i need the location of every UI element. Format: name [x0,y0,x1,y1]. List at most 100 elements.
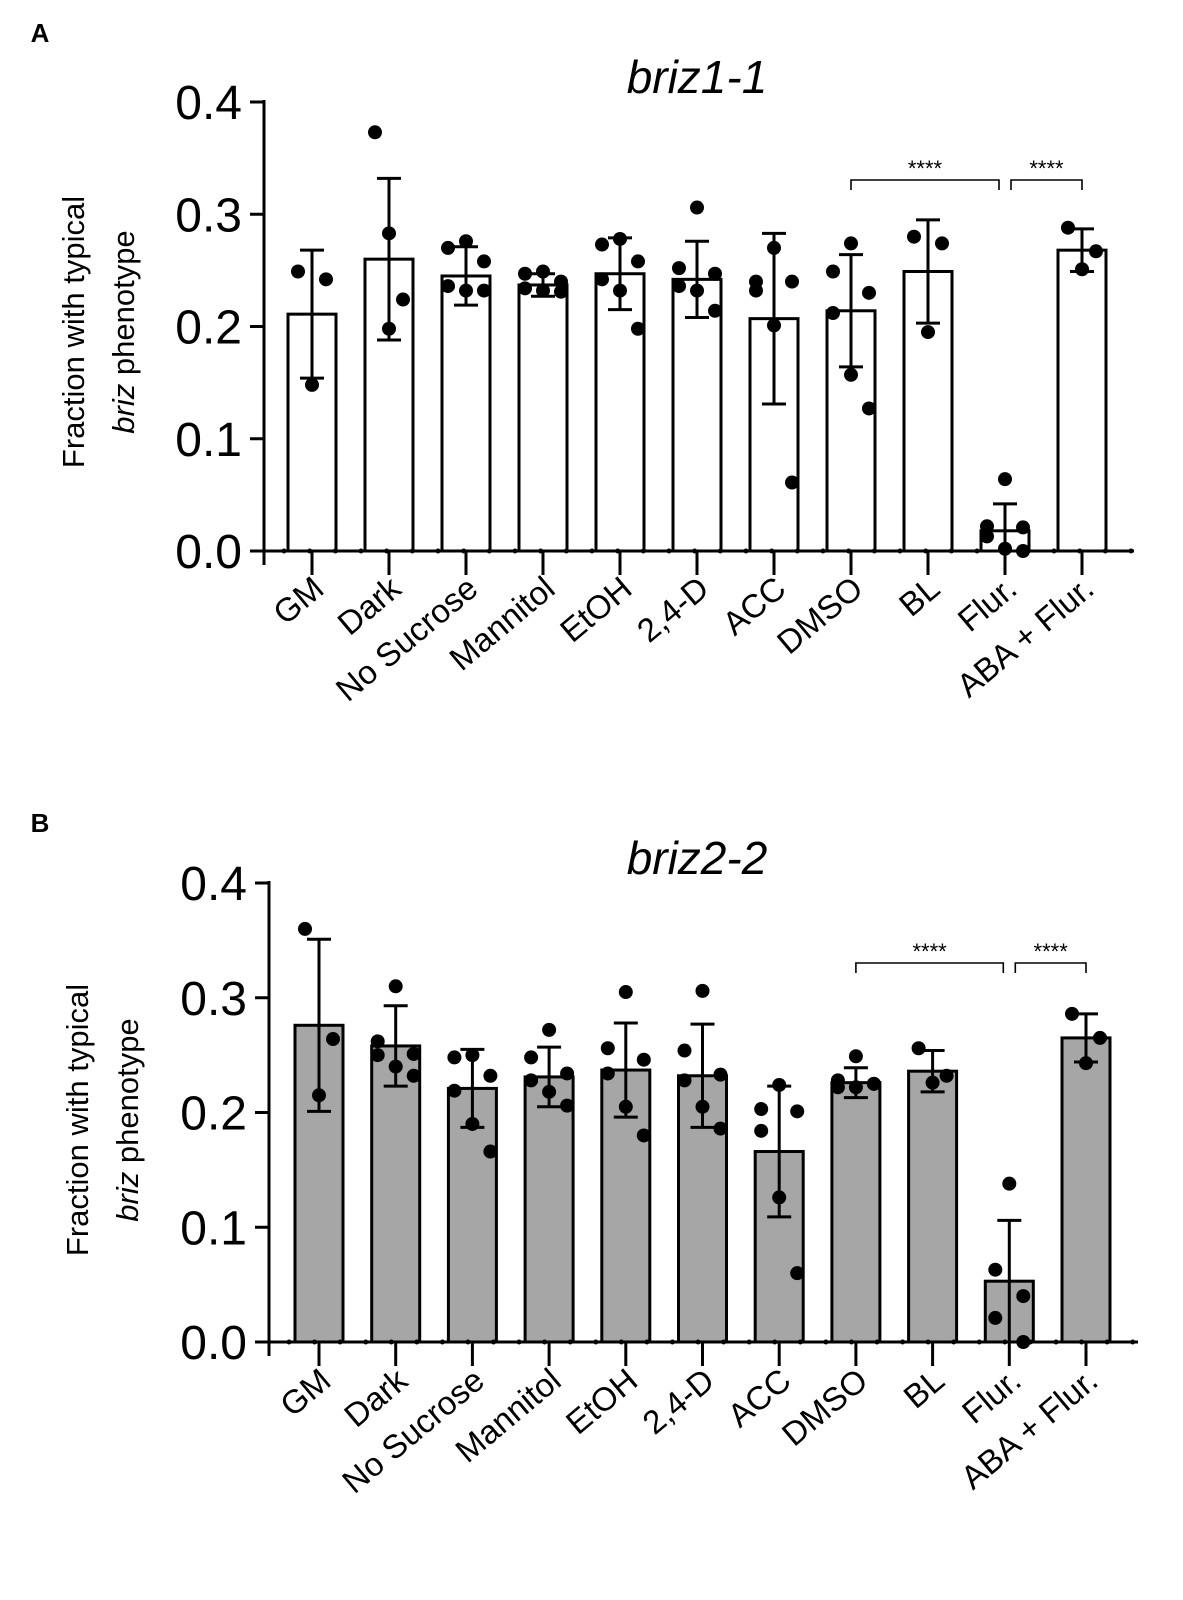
baseline-dot [670,1339,675,1345]
chart-title: briz2-2 [627,832,768,884]
baseline-dot [769,548,775,554]
baseline-dot [312,1339,318,1345]
data-point [447,1050,462,1065]
data-point [305,377,319,392]
x-tick-label: EtOH [559,1361,645,1441]
data-point [524,1073,539,1088]
baseline-dot [286,1339,292,1345]
data-point [866,1076,881,1091]
data-point [826,306,840,321]
bar-3 [523,1075,575,1344]
data-point [388,1059,403,1074]
baseline-dot [307,548,313,554]
y-tick-label: 0.3 [180,973,247,1026]
significance-bracket [850,179,1000,190]
data-point [844,367,858,382]
baseline-dot [1002,1339,1008,1345]
baseline-dot [538,548,544,554]
data-point [298,921,312,936]
data-point [595,272,609,287]
data-point [388,979,403,994]
y-axis-label-italic: briz [106,383,141,433]
data-point [749,283,763,298]
data-point [785,475,799,490]
baseline-dot [542,1339,548,1345]
baseline-dot [976,1339,982,1345]
data-point [291,264,305,279]
baseline-dot [358,548,364,554]
bar-8 [907,1069,959,1344]
baseline-dot [692,548,698,554]
data-point [672,279,686,294]
baseline-dot [695,1339,701,1345]
data-point [600,1066,615,1081]
baseline-dot [281,548,287,554]
significance-bracket [855,962,1005,973]
bar-3 [517,283,569,553]
baseline-dot [461,548,467,554]
data-point [600,1041,615,1056]
data-point [618,1099,633,1114]
data-point [631,254,645,269]
data-point [713,1121,728,1136]
y-axis-label-line2: briz phenotype [110,1018,145,1221]
baseline-dot [797,1339,803,1345]
x-tick-label: BL [896,1361,951,1415]
data-point [465,1116,480,1131]
data-point [708,266,722,281]
data-point [911,1041,926,1056]
data-point [925,1075,940,1090]
baseline-dot [820,548,826,554]
x-tick-label: DMSO [775,1361,875,1453]
y-axis-label-rest: phenotype [106,230,141,383]
bar-1 [370,1044,422,1344]
baseline-dot [644,1339,650,1345]
baseline-dot [491,1339,497,1345]
baseline-dot [948,548,954,554]
data-point [477,254,491,269]
x-tick-label: 2,4-D [635,1361,721,1441]
baseline-dot [512,548,518,554]
data-point [595,237,609,252]
data-point [907,229,921,244]
data-point [848,1080,863,1095]
baseline-dot [618,1339,624,1345]
data-point [554,284,568,299]
data-point [980,529,994,544]
data-point [677,1043,692,1058]
data-point [980,519,994,534]
data-point [862,285,876,300]
baseline-dot [1053,1339,1059,1345]
data-point [1065,1006,1079,1021]
baseline-dot [1104,1339,1110,1345]
y-axis-label-line2: briz phenotype [106,230,141,433]
x-tick-label: DMSO [770,569,870,661]
data-point [708,303,722,318]
data-point [690,283,704,298]
baseline-dot [563,548,569,554]
baseline-dot [409,548,415,554]
baseline-dot [439,1339,445,1345]
data-point [1002,1176,1017,1191]
data-point [554,274,568,289]
data-point [1079,1056,1093,1071]
baseline-dot [332,548,338,554]
data-point [518,266,532,281]
data-point [767,318,781,333]
bar-10 [1060,1036,1112,1344]
baseline-dot [593,1339,599,1345]
baseline-dot [666,548,672,554]
data-point [459,234,473,249]
panel-label: A [31,18,50,48]
baseline-dot [794,548,800,554]
data-point [998,472,1012,487]
baseline-dot [1128,548,1134,554]
y-tick-label: 0.2 [180,1088,247,1141]
data-point [477,283,491,298]
data-point [1016,1289,1031,1304]
x-tick-label: BL [892,569,947,623]
data-point [542,1022,557,1037]
significance-label: **** [912,939,947,964]
data-point [772,1190,787,1205]
